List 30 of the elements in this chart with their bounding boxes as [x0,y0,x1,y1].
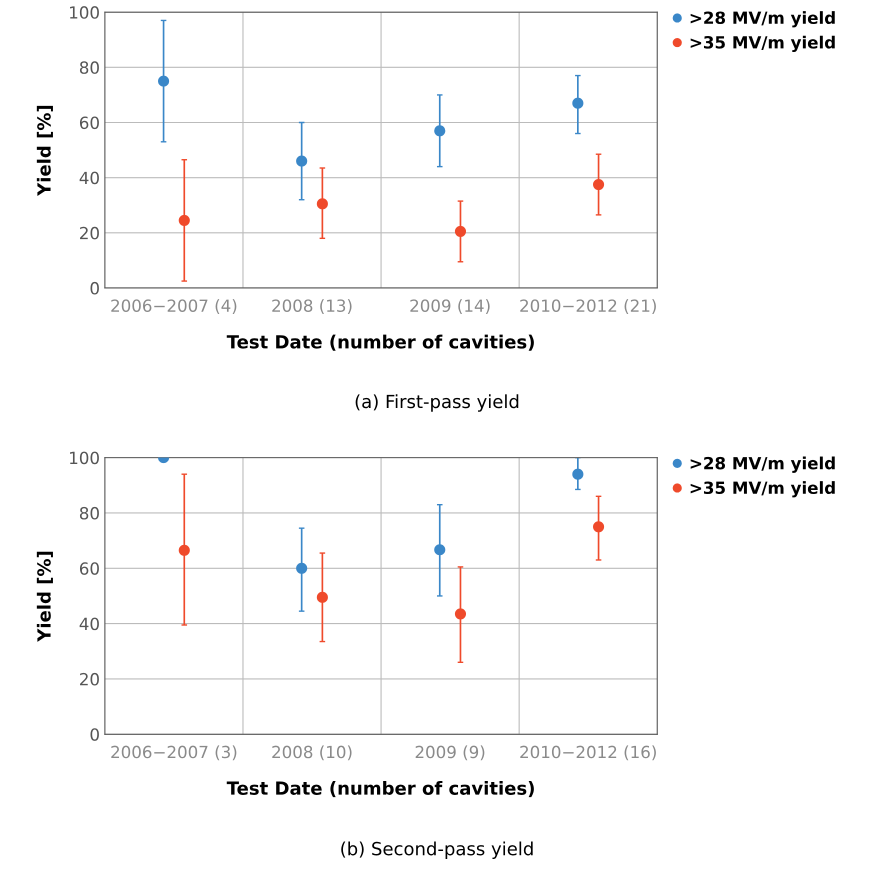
text: (b) Second-pass yield [341,841,533,859]
legend-label: >35 MV/m yield [690,481,835,498]
y-tick-label: 100 [70,452,99,464]
y-tick-label: 80 [80,61,99,74]
y-tick-label: 40 [80,172,99,184]
x-tick-label: 2008 (10) [272,745,352,760]
y-tick-label: 20 [80,672,99,686]
y-tick-label: 60 [80,116,99,130]
y-tick-label: 60 [80,562,99,575]
y-tick-label: 40 [80,618,99,630]
y-axis-title: Yield [%] [36,106,53,196]
y-tick-label: 100 [70,6,99,19]
y-axis-title: Yield [%] [36,552,53,642]
text: (a) First-pass yield [356,394,518,412]
y-tick-label: 0 [90,282,99,295]
x-tick-label: 2009 (9) [416,745,484,760]
x-axis-title: Test Date (number of cavities) [226,780,534,798]
x-axis-title: Test Date (number of cavities) [226,334,534,351]
x-tick-label: 2006−2007 (4) [111,299,236,314]
x-tick-label: 2009 (14) [410,299,490,314]
legend-label: >28 MV/m yield [690,456,835,473]
x-tick-label: 2008 (13) [272,299,352,314]
x-tick-label: 2010−2012 (21) [520,299,656,314]
y-tick-label: 0 [90,728,99,741]
y-tick-label: 20 [80,226,99,240]
legend-label: >35 MV/m yield [690,36,835,52]
y-tick-label: 80 [80,506,99,520]
x-tick-label: 2006−2007 (3) [111,745,236,760]
legend-label: >28 MV/m yield [690,11,835,28]
x-tick-label: 2010−2012 (16) [520,745,656,760]
